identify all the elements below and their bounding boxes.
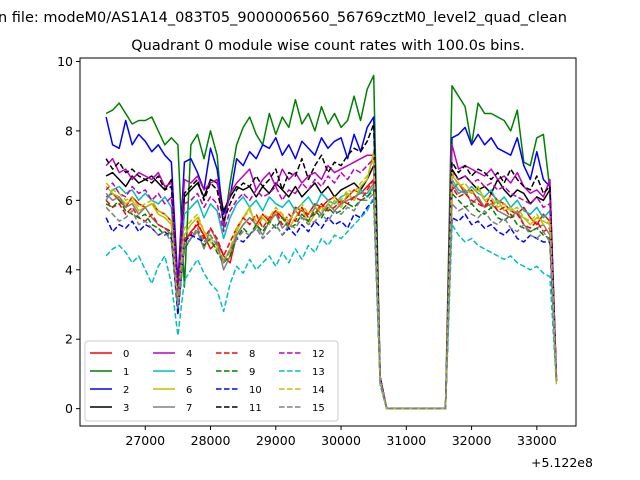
series-line-13 (105, 196, 558, 410)
chart-title: Quadrant 0 module wise count rates with … (131, 38, 525, 54)
x-tick-label: 28000 (191, 433, 231, 448)
legend-label-3: 3 (123, 403, 129, 414)
y-tick-label: 4 (65, 262, 73, 277)
legend-label-5: 5 (186, 367, 192, 378)
legend-label-6: 6 (186, 385, 192, 396)
y-tick-label: 10 (57, 54, 73, 69)
legend-label-14: 14 (312, 385, 325, 396)
legend-label-0: 0 (123, 349, 129, 360)
series-line-14 (105, 157, 558, 410)
y-axis: 0 2 4 6 8 10 (57, 54, 80, 416)
legend-label-1: 1 (123, 367, 129, 378)
legend-label-15: 15 (312, 403, 325, 414)
y-tick-label: 6 (65, 193, 73, 208)
plot-frame (79, 57, 577, 427)
legend-box (84, 340, 339, 422)
legend-label-11: 11 (249, 403, 262, 414)
file-title: n file: modeM0/AS1A14_083T05_9000006560_… (0, 10, 567, 26)
legend-label-10: 10 (249, 385, 262, 396)
x-offset-label: +5.122e8 (531, 455, 593, 470)
legend-label-2: 2 (123, 385, 129, 396)
x-tick-label: 32000 (452, 433, 492, 448)
series-line-12 (105, 157, 558, 410)
x-tick-label: 27000 (125, 433, 165, 448)
x-tick-label: 30000 (321, 433, 361, 448)
legend-label-8: 8 (249, 349, 255, 360)
legend-label-13: 13 (312, 367, 325, 378)
legend-label-9: 9 (249, 367, 255, 378)
y-tick-label: 8 (65, 123, 73, 138)
series-line-15 (105, 192, 558, 410)
x-tick-label: 33000 (517, 433, 557, 448)
y-tick-label: 0 (65, 401, 73, 416)
legend-label-4: 4 (186, 349, 192, 360)
x-axis: 27000 28000 29000 30000 31000 32000 33000 (125, 426, 557, 448)
legend-label-7: 7 (186, 403, 192, 414)
y-tick-label: 2 (65, 332, 73, 347)
x-tick-label: 31000 (386, 433, 426, 448)
series-line-9 (105, 189, 558, 410)
series-layer (105, 74, 558, 410)
legend-label-12: 12 (312, 349, 325, 360)
x-tick-label: 29000 (256, 433, 296, 448)
